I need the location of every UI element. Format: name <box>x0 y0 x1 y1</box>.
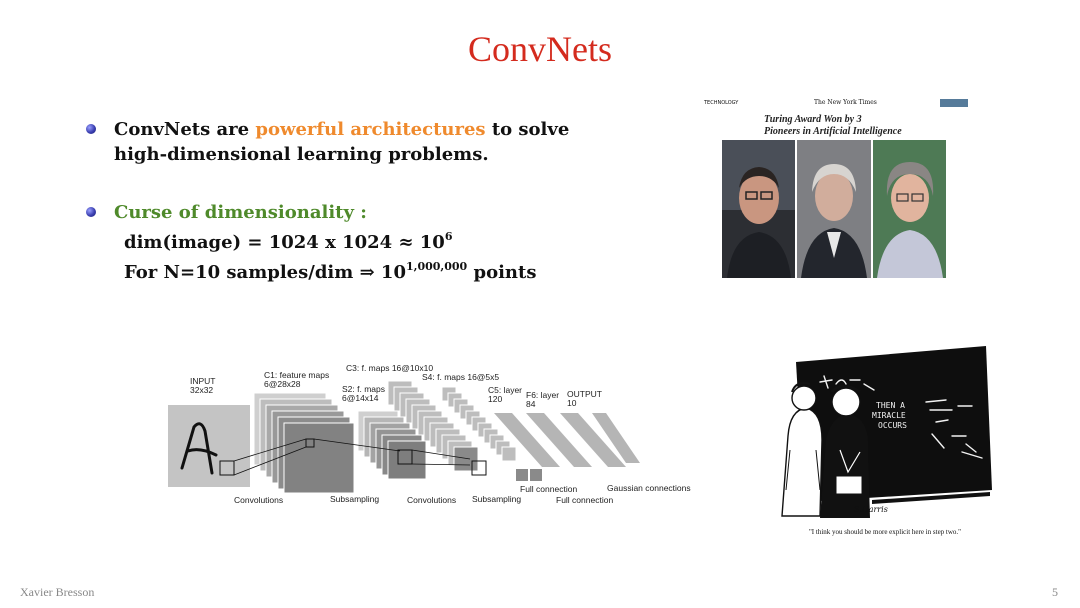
miracle-cartoon: THEN A MIRACLE OCCURS S.Harris "I think … <box>776 340 994 540</box>
nyt-headline: Turing Award Won by 3 Pioneers in Artifi… <box>764 114 902 137</box>
lenet-c1-label: C1: feature maps 6@28x28 <box>264 370 330 389</box>
lenet-subsampling-label: Subsampling <box>330 494 380 504</box>
cartoon-signature: S.Harris <box>854 505 888 514</box>
footer-author: Xavier Bresson <box>20 585 95 599</box>
lenet-full-connection-label: Full connection <box>556 495 614 505</box>
nyt-subscribe-button <box>940 99 968 107</box>
dim-image-line: dim(image) = 1024 x 1024 ≈ 106 <box>124 230 453 253</box>
cartoon-board-text: MIRACLE <box>872 411 906 420</box>
nyt-turing-award-image: TECHNOLOGY The New York Times Turing Awa… <box>700 96 976 282</box>
highlight-text: powerful architectures <box>255 119 486 140</box>
nyt-top-bar: TECHNOLOGY The New York Times <box>704 99 972 108</box>
lenet-input-label: INPUT 32x32 <box>190 376 216 395</box>
lenet-diagram: INPUT 32x32 C1: feature maps 6@28x28 S2:… <box>160 355 705 515</box>
lenet-gaussian-label: Gaussian connections <box>607 483 691 493</box>
lenet-full-connection-label: Full connection <box>520 484 578 494</box>
samples-line: For N=10 samples/dim ⇒ 101,000,000 point… <box>124 260 537 283</box>
cartoon-caption: "I think you should be more explicit her… <box>808 528 962 536</box>
portrait-photo <box>797 140 871 278</box>
nyt-masthead: The New York Times <box>814 99 877 106</box>
footer-page-number: 5 <box>1052 585 1058 599</box>
cartoon-board-text: OCCURS <box>878 421 907 430</box>
lenet-convolutions-label: Convolutions <box>407 495 457 505</box>
nyt-photos <box>722 140 946 278</box>
bullet-text: ConvNets are powerful architectures to s… <box>114 119 570 165</box>
lenet-convolutions-label: Convolutions <box>234 495 284 505</box>
cartoon-board-text: THEN A <box>876 401 905 410</box>
lenet-c5-label: C5: layer 120 <box>488 385 523 404</box>
lenet-f6-label: F6: layer 84 <box>526 390 560 409</box>
slide-title: ConvNets <box>468 29 612 69</box>
bullet-dot-icon <box>86 207 96 217</box>
curse-heading: Curse of dimensionality : <box>114 202 367 223</box>
lenet-c3-label: C3: f. maps 16@10x10 <box>346 363 434 373</box>
portrait-photo <box>722 140 796 278</box>
lenet-s2-label: S2: f. maps 6@14x14 <box>342 384 385 403</box>
bullet-dot-icon <box>86 124 96 134</box>
portrait-photo <box>872 140 946 278</box>
nyt-section: TECHNOLOGY <box>704 100 739 106</box>
lenet-subsampling-label: Subsampling <box>472 494 522 504</box>
lenet-output-label: OUTPUT 10 <box>567 389 602 408</box>
lenet-s4-label: S4: f. maps 16@5x5 <box>422 372 500 382</box>
